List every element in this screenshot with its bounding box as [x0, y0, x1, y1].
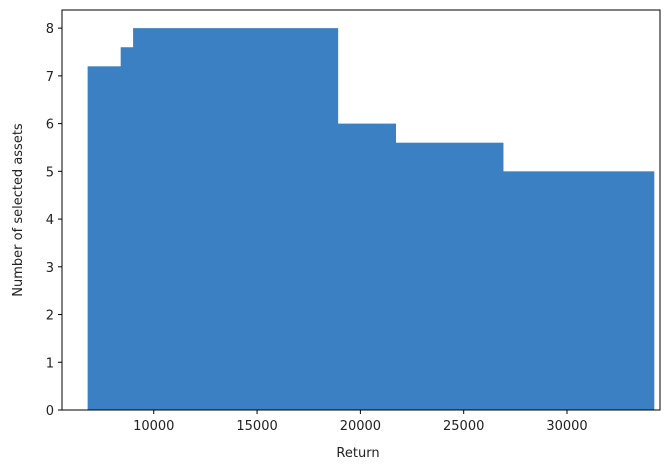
y-tick-label: 6	[46, 118, 54, 133]
step-area-segment	[395, 142, 504, 410]
x-tick-label: 15000	[236, 419, 277, 434]
y-axis-label: Number of selected assets	[11, 123, 26, 297]
y-tick-label: 4	[46, 213, 54, 228]
y-tick-label: 2	[46, 309, 54, 324]
y-tick-label: 1	[46, 356, 54, 371]
y-tick-label: 5	[46, 165, 54, 180]
y-tick-label: 8	[46, 22, 54, 37]
y-tick-label: 0	[46, 404, 54, 419]
x-tick-label: 25000	[443, 419, 484, 434]
step-area-segment	[502, 171, 655, 410]
step-area-segment	[133, 28, 339, 410]
x-tick-label: 20000	[340, 419, 381, 434]
step-area-segment	[87, 66, 122, 410]
y-tick-label: 3	[46, 261, 54, 276]
x-tick-label: 10000	[133, 419, 174, 434]
plot-frame	[61, 9, 661, 411]
step-area-segment	[120, 47, 134, 410]
step-area-segment	[337, 123, 397, 410]
y-tick-label: 7	[46, 70, 54, 85]
x-axis-label: Return	[336, 446, 379, 461]
x-tick-label: 30000	[546, 419, 587, 434]
